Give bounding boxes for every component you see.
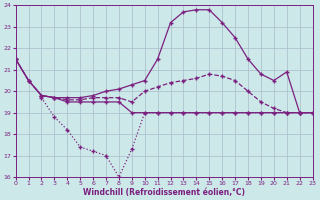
X-axis label: Windchill (Refroidissement éolien,°C): Windchill (Refroidissement éolien,°C) [83, 188, 245, 197]
